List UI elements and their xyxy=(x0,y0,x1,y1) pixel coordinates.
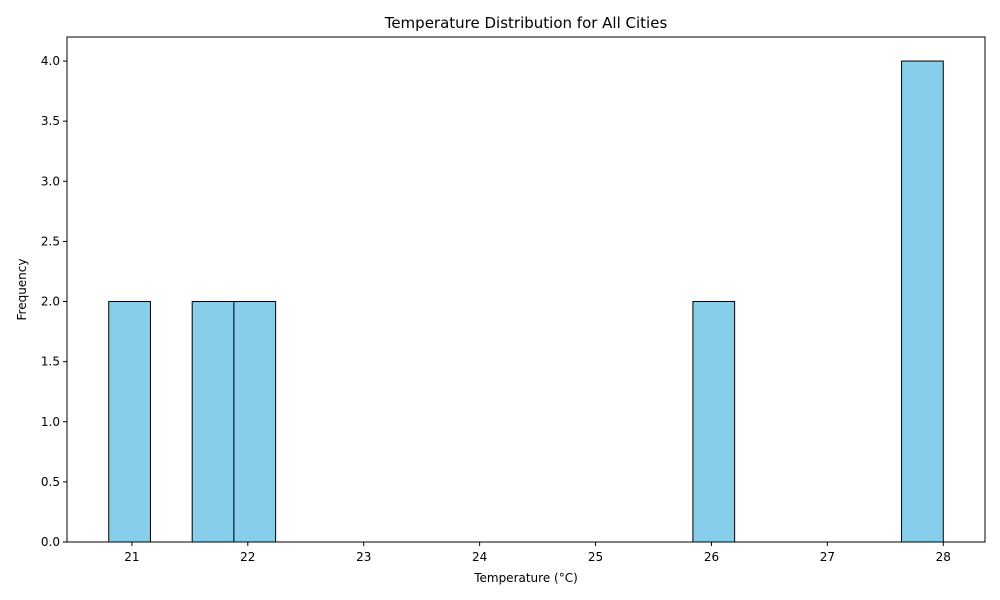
chart-title: Temperature Distribution for All Cities xyxy=(384,14,668,32)
x-tick-label: 28 xyxy=(936,550,951,564)
x-tick-label: 27 xyxy=(820,550,835,564)
histogram-bar xyxy=(191,301,235,543)
y-tick-label: 3.0 xyxy=(41,174,60,188)
y-ticks: 0.0 0.5 1.0 1.5 2.0 2.5 3.0 3.5 4.0 xyxy=(41,54,67,549)
y-tick-label: 2.5 xyxy=(41,234,60,248)
x-tick-label: 25 xyxy=(588,550,603,564)
bars-layer xyxy=(108,60,944,543)
x-tick-label: 24 xyxy=(472,550,487,564)
x-ticks: 21 22 23 24 25 26 27 28 xyxy=(124,542,951,564)
histogram-bar xyxy=(108,301,151,543)
x-tick-label: 23 xyxy=(356,550,371,564)
y-tick-label: 0.0 xyxy=(41,535,60,549)
x-tick-label: 22 xyxy=(240,550,255,564)
y-tick-label: 3.5 xyxy=(41,114,60,128)
histogram-bar xyxy=(692,301,736,543)
y-tick-label: 0.5 xyxy=(41,475,60,489)
plot-frame xyxy=(66,36,986,543)
histogram-bar xyxy=(233,301,277,543)
y-tick-label: 1.5 xyxy=(41,355,60,369)
y-tick-label: 2.0 xyxy=(41,295,60,309)
y-axis-label: Frequency xyxy=(15,259,29,321)
histogram-bar xyxy=(901,60,944,543)
y-tick-label: 1.0 xyxy=(41,415,60,429)
x-tick-label: 26 xyxy=(704,550,719,564)
x-tick-label: 21 xyxy=(124,550,139,564)
y-tick-label: 4.0 xyxy=(41,54,60,68)
x-axis-label: Temperature (°C) xyxy=(473,571,578,585)
